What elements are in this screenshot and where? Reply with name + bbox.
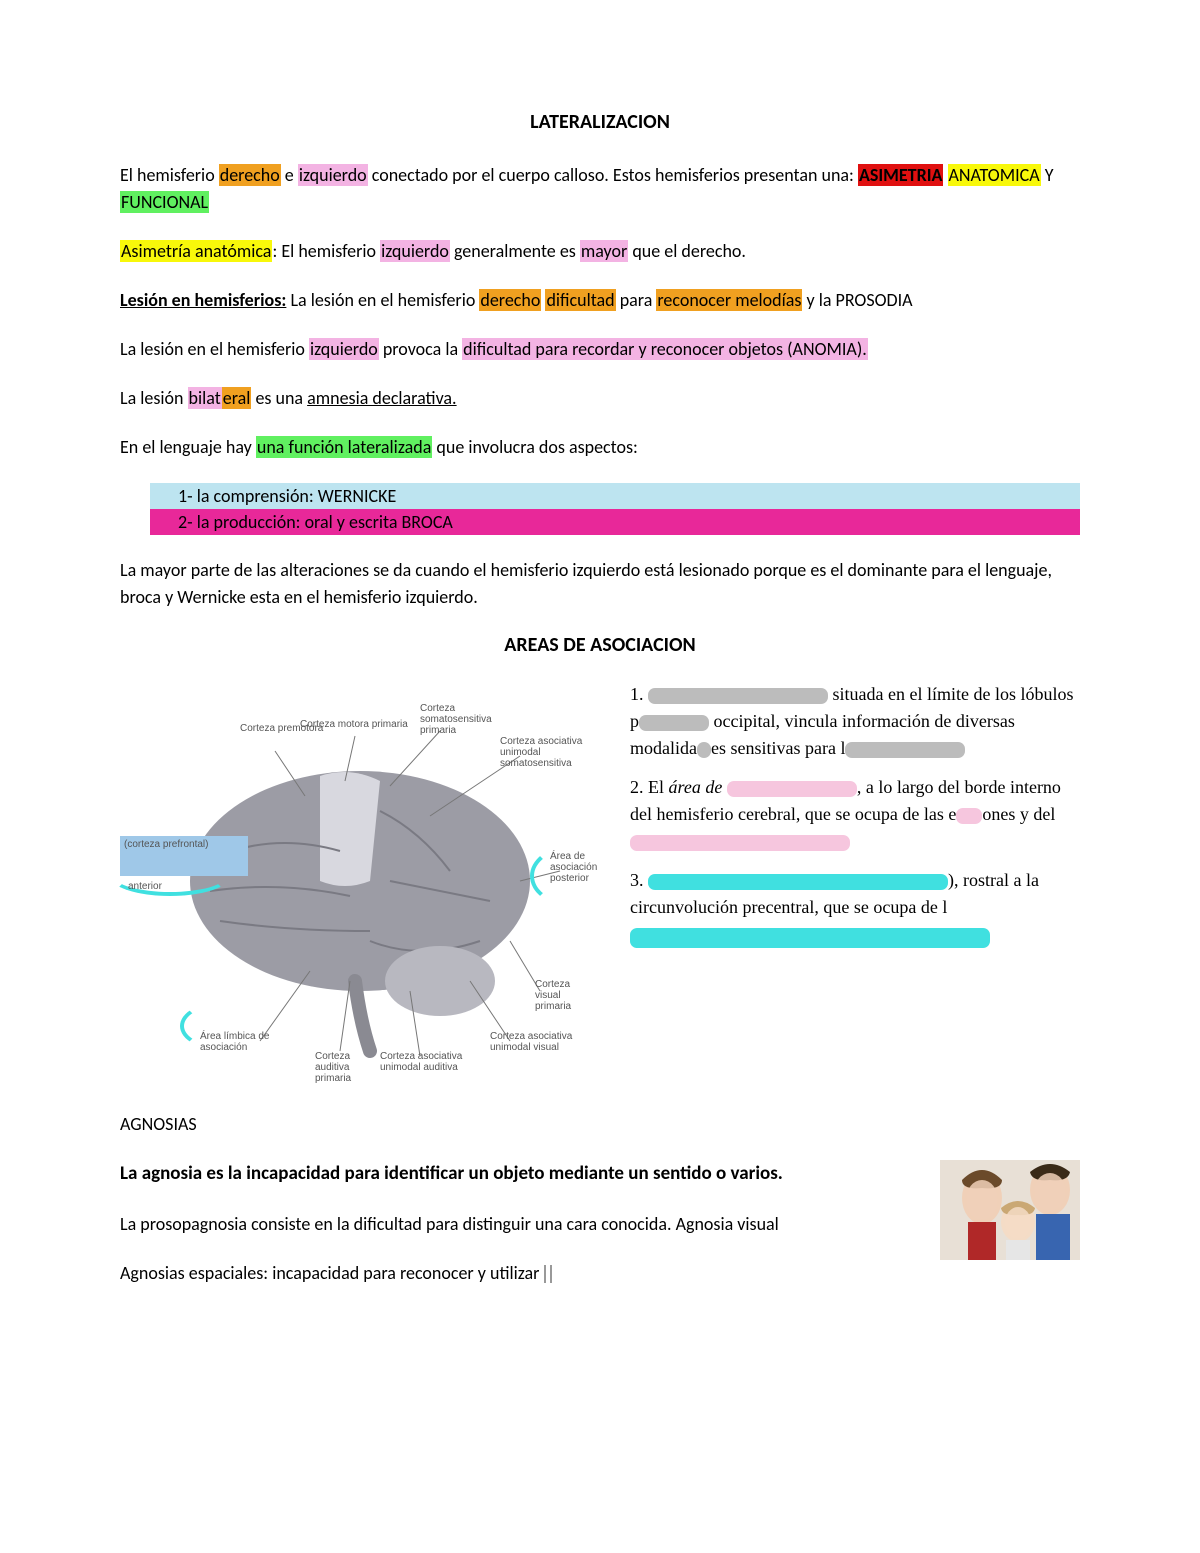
label-asoc-uni: Corteza asociativa unimodal somatosensit… (500, 736, 600, 769)
hl-asim-anat: Asimetría anatómica (120, 240, 272, 262)
label-visual: Corteza visual primaria (535, 979, 595, 1012)
label-area-post: Área de asociación posterior (550, 851, 610, 884)
para-3: Lesión en hemisferios: La lesión en el h… (120, 287, 1080, 314)
aspect-list: 1- la comprensión: WERNICKE 2- la produc… (150, 483, 1080, 535)
hl-derecho: derecho (219, 164, 281, 186)
label-asoc-aud: Corteza asociativa unimodal auditiva (380, 1051, 480, 1073)
label-somato: Corteza somatosensitiva primaria (420, 703, 510, 736)
label-motora: Corteza motora primaria (300, 719, 408, 730)
label-limbica: Área límbica de asociación (200, 1031, 280, 1053)
assoc-item-3: 3. ), rostral a la circunvolución precen… (630, 867, 1080, 948)
hl-izquierdo: izquierdo (298, 164, 368, 186)
brain-diagram: (corteza prefrontal) Corteza premotora C… (120, 681, 610, 1081)
para-4: La lesión en el hemisferio izquierdo pro… (120, 336, 1080, 363)
agnosias-heading: AGNOSIAS (120, 1111, 1080, 1138)
text-cursor-icon (544, 1265, 552, 1283)
hl-funcional: FUNCIONAL (120, 191, 209, 213)
para-2: Asimetría anatómica: El hemisferio izqui… (120, 238, 1080, 265)
document-page: LATERALIZACION El hemisferio derecho e i… (0, 0, 1200, 1389)
hl-anatomica: ANATOMICA (948, 164, 1041, 186)
agnosias-espaciales: Agnosias espaciales: incapacidad para re… (120, 1260, 920, 1287)
label-anterior: anterior (128, 881, 162, 892)
assoc-item-1: 1. situada en el límite de los lóbulos p… (630, 681, 1080, 762)
faces-image (940, 1160, 1080, 1260)
list-item-wernicke: 1- la comprensión: WERNICKE (150, 483, 1080, 509)
para-5: La lesión bilateral es una amnesia decla… (120, 385, 1080, 412)
brain-and-text-row: (corteza prefrontal) Corteza premotora C… (120, 681, 1080, 1081)
redact-cyan (648, 874, 948, 890)
assoc-item-2: 2. El área de , a lo largo del borde int… (630, 774, 1080, 855)
list-item-broca: 2- la producción: oral y escrita BROCA (150, 509, 1080, 535)
title-areas: AREAS DE ASOCIACION (120, 633, 1080, 657)
prosopagnosia: La prosopagnosia consiste en la dificult… (120, 1211, 920, 1238)
label-prefrontal: (corteza prefrontal) (124, 839, 208, 850)
redact-pink (727, 781, 857, 797)
title-lateralizacion: LATERALIZACION (120, 110, 1080, 134)
agnosia-definition: La agnosia es la incapacidad para identi… (120, 1160, 920, 1189)
lesion-heading: Lesión en hemisferios: (120, 289, 286, 311)
label-auditiva: Corteza auditiva primaria (315, 1051, 375, 1084)
faces-svg (940, 1160, 1080, 1260)
agnosia-text-col: La agnosia es la incapacidad para identi… (120, 1160, 920, 1309)
redact-gray (648, 688, 828, 704)
para-1: El hemisferio derecho e izquierdo conect… (120, 162, 1080, 216)
para-6: En el lenguaje hay una función lateraliz… (120, 434, 1080, 461)
association-text: 1. situada en el límite de los lóbulos p… (630, 681, 1080, 960)
agnosia-row: La agnosia es la incapacidad para identi… (120, 1160, 1080, 1309)
label-asoc-vis: Corteza asociativa unimodal visual (490, 1031, 580, 1053)
para-7: La mayor parte de las alteraciones se da… (120, 557, 1080, 611)
hl-asimetria: ASIMETRIA (858, 164, 943, 186)
